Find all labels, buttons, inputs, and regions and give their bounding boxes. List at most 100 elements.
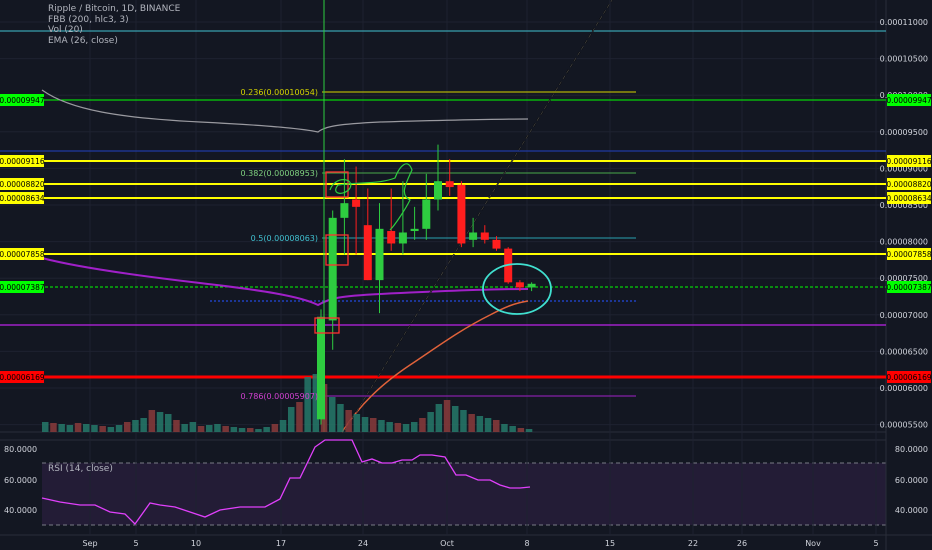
candle-body	[410, 228, 419, 232]
fib-label: 0.5(0.00008063)	[251, 234, 318, 243]
price-tag	[0, 155, 44, 167]
volume-bar	[460, 410, 467, 432]
volume-bar	[484, 418, 492, 432]
price-tag	[0, 248, 44, 260]
volume-bar	[493, 420, 500, 432]
price-tag	[887, 155, 931, 167]
volume-bar	[83, 424, 90, 432]
candle-body	[340, 203, 349, 218]
candle-body	[317, 316, 325, 420]
candle-body	[363, 225, 372, 281]
fib-levels	[322, 91, 636, 397]
y-tick-label: 0.00008000	[880, 238, 928, 247]
candle-body	[398, 232, 407, 244]
price-levels	[0, 30, 886, 379]
volume-bar	[509, 426, 516, 432]
volume-bar	[124, 422, 131, 432]
x-tick-label: Oct	[440, 539, 454, 548]
x-axis-labels: Sep 5 10 17 24 Oct 8 15 22 26 Nov 5	[82, 539, 878, 548]
volume-bar	[402, 424, 410, 432]
fbb-upper-line	[41, 89, 529, 133]
y-tick-label: 0.00007500	[880, 274, 928, 283]
volume-bar	[288, 407, 295, 432]
candle-body	[328, 217, 337, 321]
volume-bar	[115, 425, 123, 432]
volume-bar	[50, 423, 57, 432]
x-tick-label: Sep	[82, 539, 97, 548]
rsi-band	[42, 463, 886, 525]
volume-bars	[42, 374, 533, 432]
price-tag-label: 0.00008820	[886, 180, 932, 189]
volume-bar	[206, 425, 213, 432]
price-tag-label: 0.00006169	[0, 373, 45, 382]
price-tag	[0, 281, 44, 293]
price-tag-label: 0.00007387	[0, 283, 45, 292]
rsi-tick-label: 40.0000	[4, 506, 37, 515]
volume-bar	[238, 428, 246, 432]
volume-bar	[42, 422, 49, 432]
volume-bar	[181, 424, 188, 432]
volume-bar	[337, 404, 344, 432]
x-tick-label: 24	[358, 539, 368, 548]
volume-bar	[370, 418, 377, 432]
volume-bar	[517, 428, 525, 432]
fib-label: 0.382(0.00008953)	[241, 169, 319, 178]
candle-body	[434, 181, 442, 200]
indicator-ema[interactable]: EMA (26, close)	[48, 35, 118, 46]
indicator-vol[interactable]: Vol (20)	[48, 25, 83, 35]
volume-bar	[230, 427, 238, 432]
price-tags: 0.00009947 0.00009947 0.00009116 0.00009116…	[0, 94, 932, 383]
price-tag	[887, 248, 931, 260]
volume-bar	[263, 427, 270, 432]
fib-label: 0.786(0.00005907)	[241, 392, 319, 401]
volume-bar	[247, 428, 254, 432]
y-tick-label: 0.00009000	[880, 164, 928, 173]
y-tick-label: 0.00006500	[880, 347, 928, 356]
price-tag	[887, 371, 931, 383]
price-tag	[0, 178, 44, 190]
x-tick-label: 15	[605, 539, 615, 548]
rsi-tick-label: 60.0000	[895, 476, 928, 485]
volume-bar	[345, 410, 352, 432]
volume-bar	[165, 414, 172, 432]
fib-labels: 0.236(0.00010054) 0.382(0.00008953) 0.5(0.…	[241, 88, 319, 401]
x-tick-label: 10	[191, 539, 201, 548]
rsi-title[interactable]: RSI (14, close)	[48, 464, 113, 474]
rsi-axis-labels: 80.0000 80.0000 60.0000 60.0000 40.0000 40.00…	[4, 445, 928, 515]
y-tick-label: 0.00009500	[880, 128, 928, 137]
x-tick-label: 8	[524, 539, 529, 548]
volume-bar	[353, 414, 361, 432]
price-tag	[887, 178, 931, 190]
indicator-legend: Ripple / Bitcoin, 1D, BINANCE FBB (200, …	[48, 4, 180, 46]
symbol-title[interactable]: Ripple / Bitcoin, 1D, BINANCE	[48, 4, 181, 14]
rsi-line	[41, 439, 531, 526]
price-tag	[887, 281, 931, 293]
price-tag-label: 0.00006169	[886, 373, 932, 382]
volume-bar	[525, 429, 533, 432]
volume-bar	[501, 424, 508, 432]
fbb-basis-line	[41, 257, 529, 307]
price-tag-label: 0.00009116	[0, 157, 45, 166]
volume-bar	[140, 418, 147, 432]
volume-bar	[222, 426, 229, 432]
candle-body	[445, 181, 454, 188]
volume-bar	[476, 416, 484, 432]
volume-bar	[255, 429, 262, 432]
price-tag-label: 0.00007858	[886, 250, 932, 259]
indicator-fbb[interactable]: FBB (200, hlc3, 3)	[48, 14, 129, 25]
price-tag-label: 0.00007858	[0, 250, 45, 259]
candle-body	[422, 199, 431, 229]
price-tag	[887, 94, 931, 106]
y-tick-label: 0.00005500	[880, 421, 928, 430]
volume-bar	[271, 424, 279, 432]
price-tag-label: 0.00009947	[886, 96, 932, 105]
volume-bar	[74, 423, 82, 432]
volume-bar	[468, 414, 475, 432]
volume-bar	[279, 420, 287, 432]
volume-bar	[66, 425, 74, 432]
volume-bar	[386, 422, 393, 432]
volume-bar	[189, 422, 197, 432]
circle-annotation	[482, 263, 552, 315]
candle-body	[492, 239, 501, 249]
